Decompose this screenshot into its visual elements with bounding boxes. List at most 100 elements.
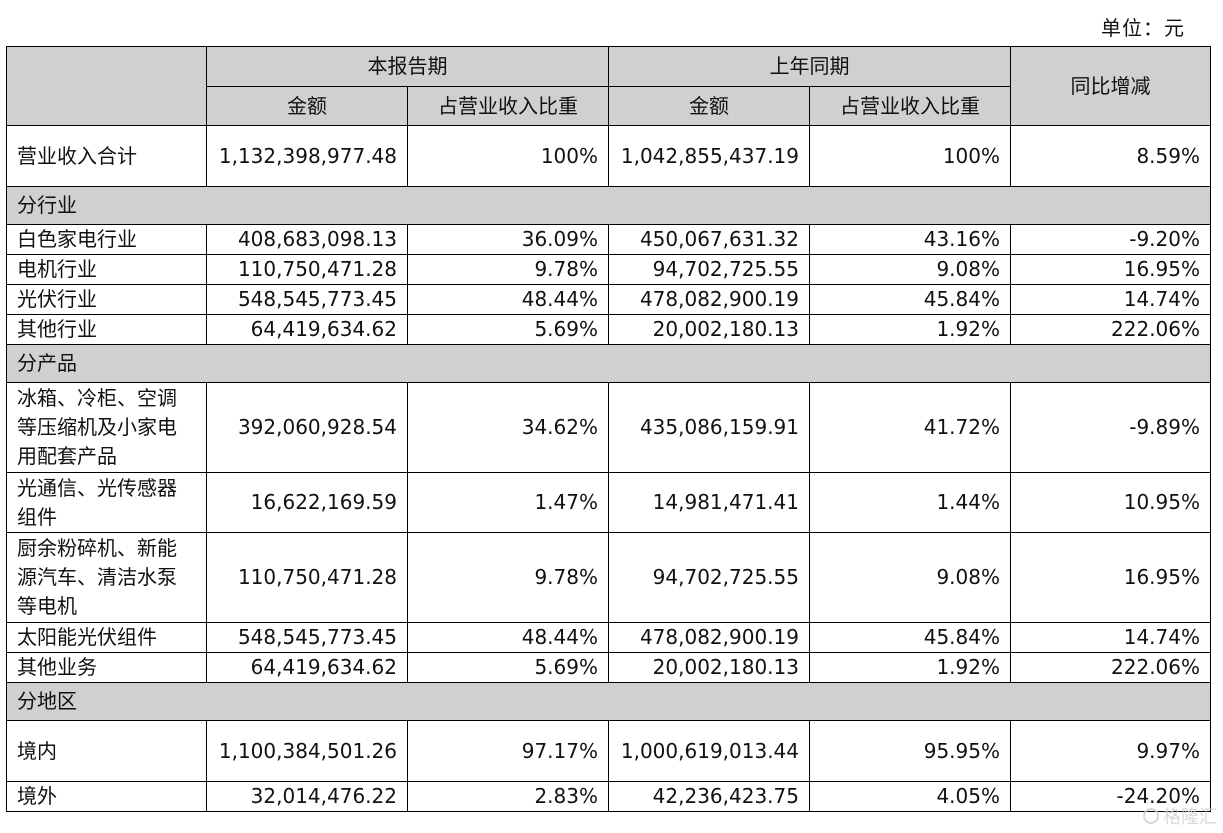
prior-amount-cell: 450,067,631.32 bbox=[608, 224, 810, 255]
section-title: 分产品 bbox=[6, 344, 1211, 383]
row-label: 营业收入合计 bbox=[6, 125, 207, 187]
yoy-cell: 9.97% bbox=[1010, 720, 1211, 782]
yoy-cell: -9.20% bbox=[1010, 224, 1211, 255]
current-share-cell: 48.44% bbox=[407, 622, 609, 653]
header-current-period: 本报告期 bbox=[206, 46, 609, 87]
current-amount-cell: 392,060,928.54 bbox=[206, 382, 408, 473]
prior-amount-cell: 42,236,423.75 bbox=[608, 781, 810, 812]
current-share-cell: 97.17% bbox=[407, 720, 609, 782]
table-row: 白色家电行业 408,683,098.13 36.09% 450,067,631… bbox=[6, 224, 1211, 255]
current-amount-cell: 16,622,169.59 bbox=[206, 472, 408, 533]
section-title: 分地区 bbox=[6, 682, 1211, 721]
current-amount-cell: 1,132,398,977.48 bbox=[206, 125, 408, 187]
row-label: 太阳能光伏组件 bbox=[6, 622, 207, 653]
yoy-cell: 16.95% bbox=[1010, 532, 1211, 623]
prior-amount-cell: 1,042,855,437.19 bbox=[608, 125, 810, 187]
revenue-breakdown-table: 本报告期 上年同期 同比增减 金额 占营业收入比重 金额 占营业收入比重 营业收… bbox=[6, 46, 1211, 812]
yoy-cell: -24.20% bbox=[1010, 781, 1211, 812]
header-row-sub: 金额 占营业收入比重 金额 占营业收入比重 bbox=[7, 86, 1211, 126]
current-share-cell: 48.44% bbox=[407, 284, 609, 315]
header-current-share: 占营业收入比重 bbox=[407, 86, 609, 126]
table-row: 其他行业 64,419,634.62 5.69% 20,002,180.13 1… bbox=[6, 314, 1211, 345]
row-label: 电机行业 bbox=[6, 254, 207, 285]
yoy-cell: 8.59% bbox=[1010, 125, 1211, 187]
current-amount-cell: 110,750,471.28 bbox=[206, 532, 408, 623]
prior-amount-cell: 478,082,900.19 bbox=[608, 622, 810, 653]
header-corner-cell bbox=[6, 46, 207, 126]
prior-share-cell: 1.44% bbox=[809, 472, 1011, 533]
current-amount-cell: 110,750,471.28 bbox=[206, 254, 408, 285]
yoy-cell: -9.89% bbox=[1010, 382, 1211, 473]
watermark-logo-icon bbox=[1143, 808, 1159, 824]
section-header-region: 分地区 bbox=[6, 682, 1211, 721]
table-row: 境外 32,014,476.22 2.83% 42,236,423.75 4.0… bbox=[6, 781, 1211, 812]
prior-share-cell: 9.08% bbox=[809, 532, 1011, 623]
row-label: 白色家电行业 bbox=[6, 224, 207, 255]
watermark: 格隆汇 bbox=[1143, 803, 1217, 829]
current-share-cell: 9.78% bbox=[407, 532, 609, 623]
row-label: 光伏行业 bbox=[6, 284, 207, 315]
row-label: 其他业务 bbox=[6, 652, 207, 683]
unit-label: 单位：元 bbox=[1101, 16, 1185, 40]
row-label: 其他行业 bbox=[6, 314, 207, 345]
yoy-cell: 222.06% bbox=[1010, 652, 1211, 683]
prior-share-cell: 45.84% bbox=[809, 622, 1011, 653]
current-share-cell: 5.69% bbox=[407, 652, 609, 683]
row-label: 境外 bbox=[6, 781, 207, 812]
yoy-cell: 222.06% bbox=[1010, 314, 1211, 345]
prior-amount-cell: 20,002,180.13 bbox=[608, 652, 810, 683]
yoy-cell: 14.74% bbox=[1010, 622, 1211, 653]
current-share-cell: 100% bbox=[407, 125, 609, 187]
prior-share-cell: 4.05% bbox=[809, 781, 1011, 812]
table-row: 电机行业 110,750,471.28 9.78% 94,702,725.55 … bbox=[6, 254, 1211, 285]
row-label: 光通信、光传感器组件 bbox=[6, 472, 207, 533]
table-row-total: 营业收入合计 1,132,398,977.48 100% 1,042,855,4… bbox=[6, 125, 1211, 187]
prior-share-cell: 43.16% bbox=[809, 224, 1011, 255]
current-amount-cell: 32,014,476.22 bbox=[206, 781, 408, 812]
prior-share-cell: 45.84% bbox=[809, 284, 1011, 315]
section-header-product: 分产品 bbox=[6, 344, 1211, 383]
prior-amount-cell: 435,086,159.91 bbox=[608, 382, 810, 473]
table-row: 冰箱、冷柜、空调等压缩机及小家电用配套产品 392,060,928.54 34.… bbox=[6, 382, 1211, 473]
header-prior-share: 占营业收入比重 bbox=[809, 86, 1011, 126]
prior-share-cell: 1.92% bbox=[809, 652, 1011, 683]
prior-share-cell: 41.72% bbox=[809, 382, 1011, 473]
current-share-cell: 1.47% bbox=[407, 472, 609, 533]
prior-amount-cell: 94,702,725.55 bbox=[608, 532, 810, 623]
table-row: 太阳能光伏组件 548,545,773.45 48.44% 478,082,90… bbox=[6, 622, 1211, 653]
prior-amount-cell: 20,002,180.13 bbox=[608, 314, 810, 345]
header-current-amount: 金额 bbox=[206, 86, 408, 126]
section-title: 分行业 bbox=[6, 186, 1211, 225]
header-row-top: 本报告期 上年同期 同比增减 bbox=[6, 46, 1211, 126]
header-yoy: 同比增减 bbox=[1010, 46, 1211, 126]
prior-amount-cell: 478,082,900.19 bbox=[608, 284, 810, 315]
row-label: 厨余粉碎机、新能源汽车、清洁水泵等电机 bbox=[6, 532, 207, 623]
current-share-cell: 5.69% bbox=[407, 314, 609, 345]
current-share-cell: 9.78% bbox=[407, 254, 609, 285]
row-label: 境内 bbox=[6, 720, 207, 782]
yoy-cell: 16.95% bbox=[1010, 254, 1211, 285]
current-amount-cell: 1,100,384,501.26 bbox=[206, 720, 408, 782]
prior-share-cell: 9.08% bbox=[809, 254, 1011, 285]
current-amount-cell: 548,545,773.45 bbox=[206, 284, 408, 315]
row-label: 冰箱、冷柜、空调等压缩机及小家电用配套产品 bbox=[6, 382, 207, 473]
prior-amount-cell: 1,000,619,013.44 bbox=[608, 720, 810, 782]
prior-share-cell: 95.95% bbox=[809, 720, 1011, 782]
header-prior-amount: 金额 bbox=[608, 86, 810, 126]
current-share-cell: 34.62% bbox=[407, 382, 609, 473]
prior-share-cell: 1.92% bbox=[809, 314, 1011, 345]
table-row: 厨余粉碎机、新能源汽车、清洁水泵等电机 110,750,471.28 9.78%… bbox=[6, 532, 1211, 623]
current-share-cell: 36.09% bbox=[407, 224, 609, 255]
prior-amount-cell: 94,702,725.55 bbox=[608, 254, 810, 285]
yoy-cell: 14.74% bbox=[1010, 284, 1211, 315]
header-prior-period: 上年同期 bbox=[608, 46, 1011, 87]
current-amount-cell: 408,683,098.13 bbox=[206, 224, 408, 255]
table-row: 境内 1,100,384,501.26 97.17% 1,000,619,013… bbox=[6, 720, 1211, 782]
current-amount-cell: 64,419,634.62 bbox=[206, 314, 408, 345]
current-share-cell: 2.83% bbox=[407, 781, 609, 812]
current-amount-cell: 548,545,773.45 bbox=[206, 622, 408, 653]
table-row: 其他业务 64,419,634.62 5.69% 20,002,180.13 1… bbox=[6, 652, 1211, 683]
current-amount-cell: 64,419,634.62 bbox=[206, 652, 408, 683]
prior-share-cell: 100% bbox=[809, 125, 1011, 187]
yoy-cell: 10.95% bbox=[1010, 472, 1211, 533]
